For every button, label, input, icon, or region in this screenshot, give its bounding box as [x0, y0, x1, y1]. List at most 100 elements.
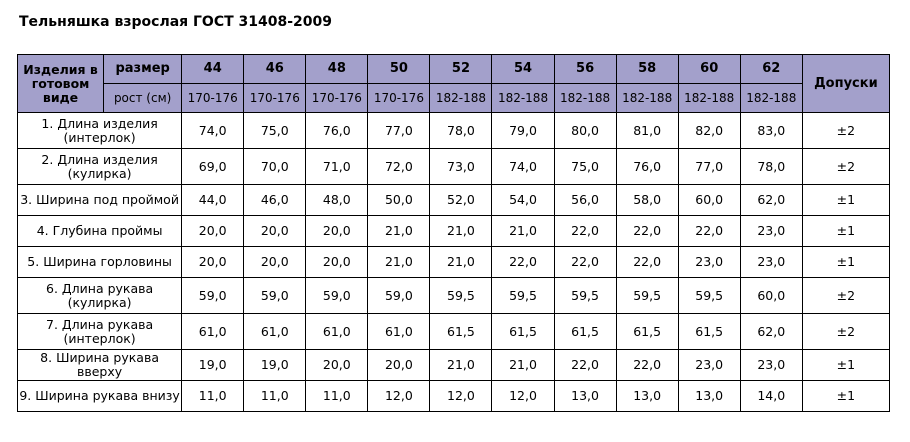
table-cell: 71,0	[305, 148, 369, 185]
table-cell: 22,0	[615, 349, 679, 381]
page-title: Тельняшка взрослая ГОСТ 31408-2009	[19, 14, 333, 30]
table-cell: 60,0	[739, 277, 803, 314]
table-cell: 14,0	[739, 380, 803, 412]
row-label: 4. Глубина проймы	[16, 215, 183, 247]
table-cell: 20,0	[181, 215, 245, 247]
row-label: 1. Длина изделия (интерлок)	[16, 112, 183, 149]
table-cell: 76,0	[305, 112, 369, 149]
table-cell: 22,0	[615, 246, 679, 278]
table-cell: 20,0	[243, 246, 307, 278]
height-header: 182-188	[429, 83, 493, 113]
table-cell: 62,0	[739, 184, 803, 216]
tolerance-cell: ±1	[801, 349, 891, 381]
tolerance-cell: ±2	[801, 313, 891, 350]
table-cell: 21,0	[367, 246, 431, 278]
table-cell: 83,0	[739, 112, 803, 149]
size-header: 54	[491, 54, 555, 84]
table-cell: 19,0	[243, 349, 307, 381]
size-header: 52	[429, 54, 493, 84]
table-cell: 56,0	[553, 184, 617, 216]
size-header: 60	[677, 54, 741, 84]
tolerance-cell: ±2	[801, 148, 891, 185]
table-cell: 61,0	[243, 313, 307, 350]
height-header: 170-176	[305, 83, 369, 113]
table-cell: 12,0	[429, 380, 493, 412]
table-cell: 11,0	[243, 380, 307, 412]
tolerance-cell: ±2	[801, 277, 891, 314]
size-header: 44	[181, 54, 245, 84]
table-cell: 19,0	[181, 349, 245, 381]
table-cell: 78,0	[429, 112, 493, 149]
corner-header: Изделия в готовом виде	[16, 54, 105, 113]
header-row-sizes: Изделия в готовом виде размер 44 46 48 5…	[16, 54, 891, 113]
table-cell: 77,0	[677, 148, 741, 185]
tolerance-header: Допуски	[801, 54, 891, 113]
table-cell: 20,0	[243, 215, 307, 247]
table-cell: 82,0	[677, 112, 741, 149]
table-cell: 21,0	[429, 349, 493, 381]
table-row: 7. Длина рукава (интерлок) 61,0 61,0 61,…	[16, 313, 891, 350]
table-row: 2. Длина изделия (кулирка) 69,0 70,0 71,…	[16, 148, 891, 185]
table-cell: 23,0	[677, 349, 741, 381]
table-cell: 46,0	[243, 184, 307, 216]
table-cell: 22,0	[553, 349, 617, 381]
table-cell: 61,5	[553, 313, 617, 350]
table-cell: 70,0	[243, 148, 307, 185]
table-cell: 20,0	[181, 246, 245, 278]
height-header: 182-188	[677, 83, 741, 113]
size-table: Изделия в готовом виде размер 44 46 48 5…	[16, 54, 891, 412]
table-cell: 61,5	[429, 313, 493, 350]
table-cell: 59,0	[305, 277, 369, 314]
table-cell: 11,0	[181, 380, 245, 412]
table-cell: 22,0	[615, 215, 679, 247]
table-cell: 50,0	[367, 184, 431, 216]
height-header: 170-176	[181, 83, 245, 113]
table-cell: 73,0	[429, 148, 493, 185]
row-label: 5. Ширина горловины	[16, 246, 183, 278]
table-cell: 59,5	[615, 277, 679, 314]
table-cell: 21,0	[491, 215, 555, 247]
header-row-heights: рост (см) 170-176 170-176 170-176 170-17…	[18, 83, 890, 113]
size-header: 58	[615, 54, 679, 84]
table-cell: 80,0	[553, 112, 617, 149]
table-cell: 13,0	[553, 380, 617, 412]
row-label: 7. Длина рукава (интерлок)	[16, 313, 183, 350]
table-row: 3. Ширина под проймой 44,0 46,0 48,0 50,…	[16, 184, 891, 216]
table-cell: 75,0	[553, 148, 617, 185]
table-cell: 13,0	[677, 380, 741, 412]
table-cell: 11,0	[305, 380, 369, 412]
table-cell: 77,0	[367, 112, 431, 149]
table-cell: 21,0	[367, 215, 431, 247]
table-cell: 61,0	[181, 313, 245, 350]
table-body: Изделия в готовом виде размер 44 46 48 5…	[16, 54, 891, 412]
table-cell: 59,5	[677, 277, 741, 314]
height-header: 182-188	[491, 83, 555, 113]
table-cell: 59,0	[181, 277, 245, 314]
table-row: 4. Глубина проймы 20,0 20,0 20,0 21,0 21…	[16, 215, 891, 247]
table-cell: 54,0	[491, 184, 555, 216]
table-row: 8. Ширина рукава вверху 19,0 19,0 20,0 2…	[16, 349, 891, 381]
table-cell: 60,0	[677, 184, 741, 216]
table-cell: 22,0	[553, 246, 617, 278]
table-row: 9. Ширина рукава внизу 11,0 11,0 11,0 12…	[16, 380, 891, 412]
height-header: 182-188	[615, 83, 679, 113]
row-label: 2. Длина изделия (кулирка)	[16, 148, 183, 185]
table-cell: 20,0	[305, 246, 369, 278]
tolerance-cell: ±1	[801, 380, 891, 412]
table-cell: 20,0	[367, 349, 431, 381]
table-cell: 59,0	[367, 277, 431, 314]
table-cell: 76,0	[615, 148, 679, 185]
table-cell: 22,0	[491, 246, 555, 278]
table-cell: 59,5	[429, 277, 493, 314]
size-header: 62	[739, 54, 803, 84]
table-cell: 20,0	[305, 215, 369, 247]
table-cell: 23,0	[739, 349, 803, 381]
table-cell: 23,0	[739, 215, 803, 247]
height-header: 182-188	[553, 83, 617, 113]
height-header: 170-176	[243, 83, 307, 113]
table-cell: 21,0	[491, 349, 555, 381]
table-cell: 81,0	[615, 112, 679, 149]
table-cell: 52,0	[429, 184, 493, 216]
table-cell: 59,5	[491, 277, 555, 314]
table-cell: 61,5	[491, 313, 555, 350]
